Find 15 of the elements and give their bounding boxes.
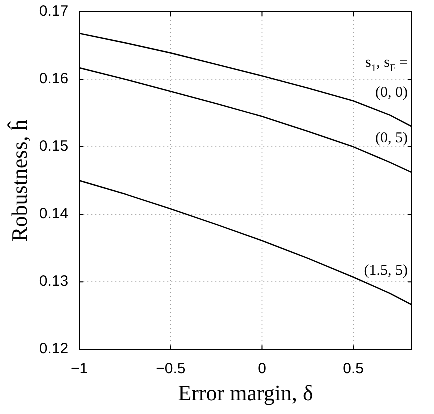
y-tick-label: 0.12 bbox=[39, 340, 69, 358]
x-axis-title: Error margin, δ bbox=[178, 380, 314, 406]
x-tick-label: −1 bbox=[71, 360, 88, 378]
series-label: (0, 0) bbox=[376, 84, 408, 101]
series-label: (1.5, 5) bbox=[364, 263, 408, 280]
x-tick-label: 0.5 bbox=[343, 360, 364, 378]
y-tick-label: 0.13 bbox=[39, 273, 69, 290]
y-tick-label: 0.17 bbox=[39, 3, 69, 20]
x-tick-label: −0.5 bbox=[156, 360, 186, 378]
x-tick-label: 0 bbox=[258, 360, 266, 378]
y-axis-title: Robustness, ĥ bbox=[6, 120, 32, 242]
legend-label: (0, 5) bbox=[376, 130, 408, 147]
y-tick-label: 0.15 bbox=[39, 138, 69, 156]
y-tick-label: 0.16 bbox=[39, 70, 69, 88]
y-tick-label: 0.14 bbox=[39, 206, 69, 223]
